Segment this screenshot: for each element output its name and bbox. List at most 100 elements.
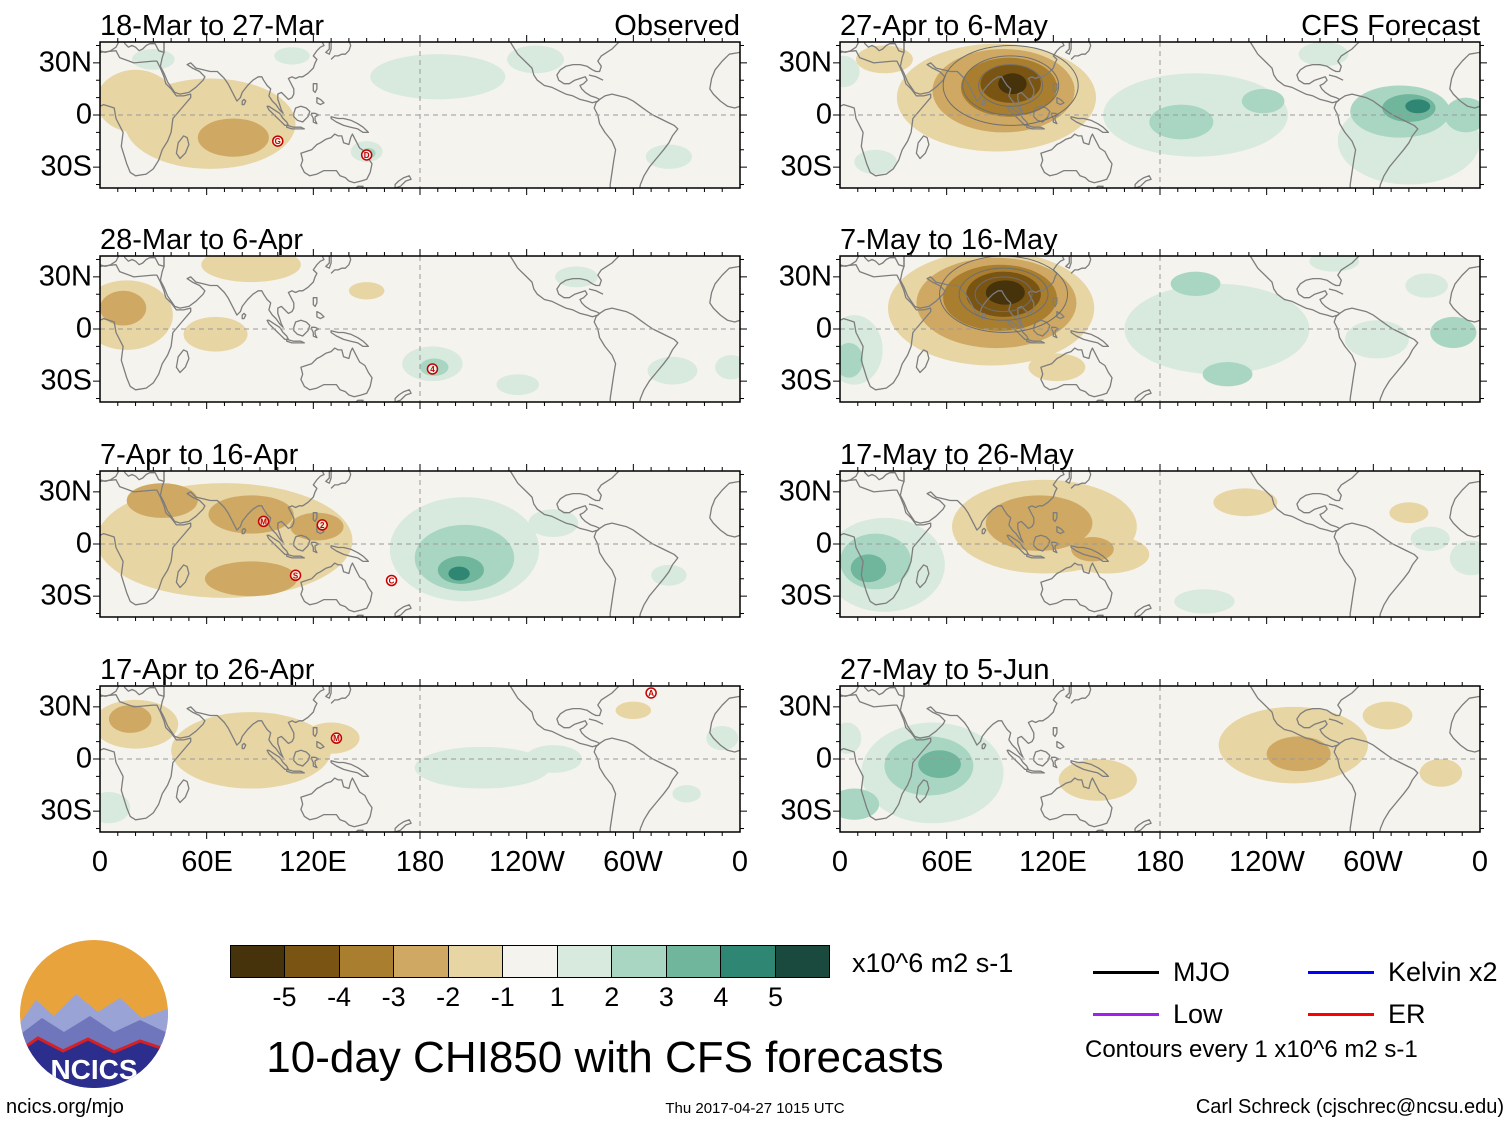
contour-ring (974, 276, 1033, 313)
coastline-path (1333, 307, 1419, 402)
legend-item-kelvin: Kelvin x2 (1308, 956, 1498, 988)
lat-label-30s: 30S (780, 364, 832, 397)
coastline-path (1033, 749, 1051, 767)
coastline-path (915, 564, 930, 589)
anomaly-blob (197, 118, 269, 157)
lon-label: 180 (1135, 846, 1185, 878)
anomaly-blob (100, 290, 147, 326)
anomaly-blob (998, 73, 1027, 95)
cyclone-marker: S (289, 569, 302, 582)
coastline-path (300, 777, 373, 828)
coastline-path (330, 545, 370, 563)
anomaly-blob (1344, 320, 1409, 359)
coastline-path (1449, 480, 1480, 538)
coastline-path (1328, 503, 1344, 510)
colorbar-cell (284, 946, 339, 977)
panel-header: 7-May to 16-May (840, 222, 1480, 256)
coastline-path (241, 742, 247, 750)
anomaly-blob (840, 788, 880, 820)
anomaly-blob (201, 256, 301, 283)
anomaly-blob (1266, 736, 1331, 772)
coastline-path (840, 264, 932, 391)
anomaly-blob (985, 280, 1025, 305)
anomaly-blob (706, 725, 739, 751)
coastline-path (1333, 93, 1419, 188)
anomaly-blob (840, 342, 864, 378)
map-panel-17may-26may: 17-May to 26-May 30N 0 30S (779, 437, 1487, 624)
coastline-path (241, 312, 247, 320)
coastline-path (915, 135, 930, 160)
coastline-path (1249, 256, 1361, 318)
coastline-path (100, 471, 165, 483)
coastline-path (100, 264, 192, 391)
coastline-path (100, 50, 192, 177)
colorbar-cell (338, 946, 394, 977)
anomaly-blob (183, 316, 248, 352)
coastline-path (840, 42, 905, 54)
lat-label-30s: 30S (40, 794, 92, 827)
coastline-path (1026, 124, 1046, 130)
coastline-path (100, 256, 165, 268)
contour-ring (939, 256, 1069, 333)
lon-label: 0 (1471, 846, 1489, 878)
coastline-path (1328, 718, 1344, 725)
svg-text:C: C (389, 577, 395, 586)
panel-header: 7-Apr to 16-Apr (100, 437, 740, 471)
lon-label: 120E (279, 846, 347, 878)
lat-label-30n: 30N (38, 475, 92, 508)
lon-label: 120W (1229, 846, 1305, 878)
panel-title: 7-Apr to 16-Apr (100, 439, 299, 471)
coastline-path (593, 307, 679, 402)
legend-item-mjo: MJO (1093, 956, 1230, 988)
lat-label-30n: 30N (778, 46, 832, 79)
panel-header: 27-May to 5-Jun (840, 652, 1480, 686)
footer-timestamp: Thu 2017-04-27 1015 UTC (665, 1100, 845, 1117)
coastline-path (840, 694, 932, 821)
legend-item-er: ER (1308, 998, 1426, 1030)
coastline-path (1040, 562, 1113, 613)
coastline-path (1070, 545, 1110, 563)
coastline-path (1249, 471, 1361, 533)
colorbar-cell (231, 946, 285, 977)
colorbar-cell (556, 946, 612, 977)
coastline-path (981, 527, 987, 535)
colorbar-cell (611, 946, 666, 977)
coastline-path (159, 686, 332, 758)
coastline-path (330, 760, 370, 778)
footer-credit: Carl Schreck (cjschrec@ncsu.edu) (1195, 1096, 1504, 1118)
map-area: 30N 0 30S (779, 35, 1487, 195)
coastline-path (915, 779, 930, 804)
lat-label-30s: 30S (780, 579, 832, 612)
coastline-path (316, 96, 325, 106)
colorbar-cell (502, 946, 557, 977)
colorbar-tick-label: -2 (436, 982, 461, 1012)
colorbar-units: x10^6 m2 s-1 (852, 948, 1014, 978)
coastline-path (159, 42, 332, 114)
coastline-path (293, 749, 311, 767)
coastline-path (1033, 319, 1051, 337)
cyclone-marker: D (360, 149, 373, 161)
coastline-path (293, 319, 311, 337)
coastline-path (588, 503, 604, 510)
coastline-path (286, 124, 306, 130)
coastline-path (1328, 74, 1344, 81)
anomaly-blob (840, 722, 862, 754)
lon-label: 60W (603, 846, 663, 878)
anomaly-blob (555, 266, 598, 288)
coastline-path (915, 349, 930, 374)
colorbar-cell (720, 946, 775, 977)
coastline-path (310, 112, 320, 125)
coastline-path (1249, 686, 1361, 748)
coastline-path (899, 42, 1072, 114)
anomaly-blob (1071, 537, 1114, 562)
coastline-path (588, 74, 604, 81)
anomaly-blob (1298, 42, 1349, 67)
map-svg: 4 (93, 249, 747, 409)
lat-label-30n: 30N (38, 46, 92, 79)
colorbar-tick-label: -1 (490, 982, 515, 1012)
coastline-path (1026, 553, 1046, 559)
anomaly-blob (647, 356, 698, 385)
coastline-path (175, 349, 190, 374)
